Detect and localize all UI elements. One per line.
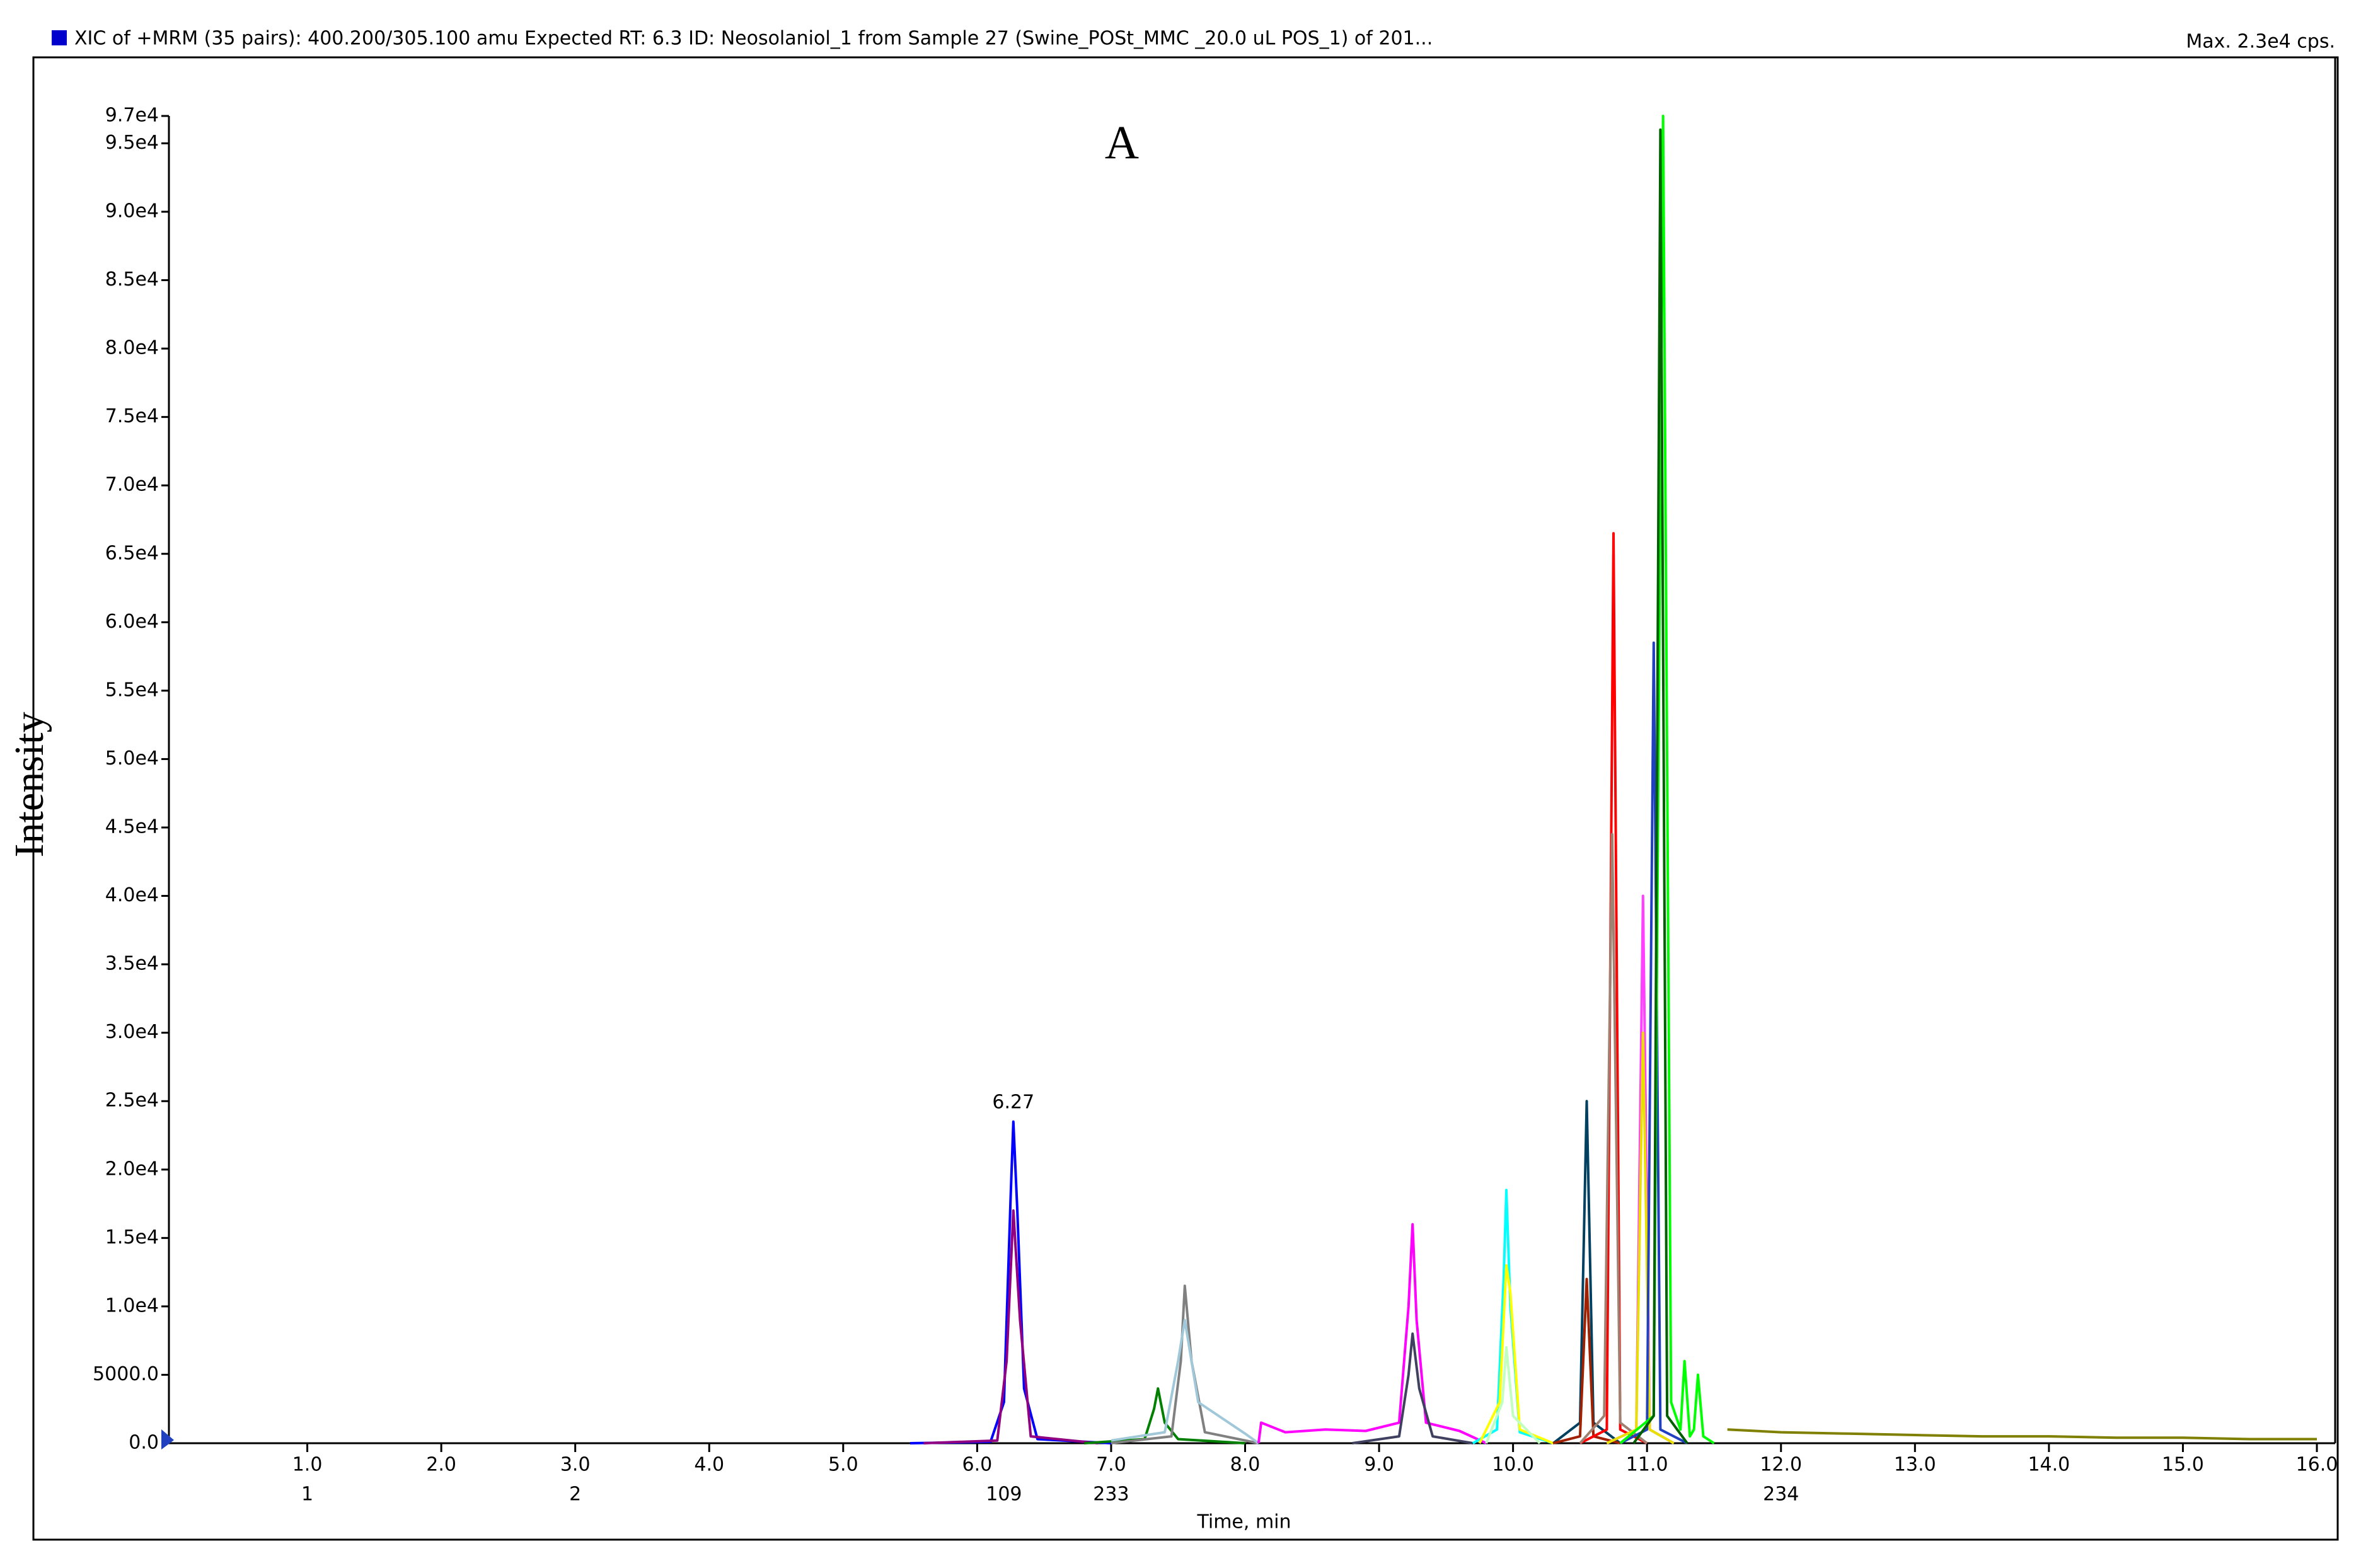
trace — [1619, 115, 1715, 1444]
y-tick-label: 9.5e4 — [105, 132, 159, 154]
scan-tick-label: 109 — [986, 1484, 1022, 1506]
y-axis-label: Intensity — [6, 712, 52, 858]
x-tick-label: 2.0 — [426, 1454, 456, 1476]
y-tick-label: 5000.0 — [93, 1363, 159, 1385]
y-tick-label: 5.5e4 — [105, 679, 159, 701]
axis-marker — [161, 1429, 174, 1450]
trace — [923, 1209, 1098, 1444]
trace — [1352, 1332, 1474, 1444]
y-tick-label: 1.0e4 — [105, 1294, 159, 1317]
y-tick-label: 7.5e4 — [105, 405, 159, 427]
x-tick-label: 12.0 — [1760, 1454, 1802, 1476]
scan-tick-label: 1 — [301, 1484, 313, 1506]
trace — [1552, 1277, 1621, 1444]
trace — [1552, 1100, 1621, 1444]
trace — [910, 1120, 1112, 1444]
y-tick-label: 2.5e4 — [105, 1090, 159, 1112]
y-tick-label: 3.5e4 — [105, 953, 159, 975]
y-tick-label: 9.0e4 — [105, 200, 159, 222]
trace — [1472, 1189, 1554, 1444]
trace — [1478, 1264, 1554, 1444]
scan-tick-label: 2 — [569, 1484, 581, 1506]
x-tick-label: 1.0 — [292, 1454, 323, 1476]
chart-title: XIC of +MRM (35 pairs): 400.200/305.100 … — [74, 28, 1433, 50]
x-tick-label: 5.0 — [828, 1454, 858, 1476]
x-tick-label: 15.0 — [2162, 1454, 2204, 1476]
x-tick-label: 8.0 — [1230, 1454, 1261, 1476]
y-tick-label: 8.0e4 — [105, 337, 159, 359]
y-tick-label: 3.0e4 — [105, 1021, 159, 1043]
x-tick-label: 3.0 — [560, 1454, 591, 1476]
y-tick-label: 4.0e4 — [105, 884, 159, 906]
y-tick-label: 6.5e4 — [105, 542, 159, 564]
panel-label: A — [1105, 117, 1139, 169]
trace — [1619, 641, 1688, 1444]
y-tick-label: 6.0e4 — [105, 611, 159, 633]
trace-icon — [52, 30, 67, 45]
y-tick-label: 7.0e4 — [105, 474, 159, 496]
x-tick-label: 4.0 — [694, 1454, 724, 1476]
x-axis-label: Time, min — [1196, 1511, 1291, 1533]
trace — [1257, 1223, 1487, 1444]
x-tick-label: 16.0 — [2296, 1454, 2338, 1476]
x-tick-label: 13.0 — [1894, 1454, 1936, 1476]
trace — [1727, 1428, 2317, 1441]
trace — [1632, 128, 1688, 1444]
trace — [1111, 1284, 1259, 1444]
trace — [1579, 833, 1648, 1444]
y-tick-label: 5.0e4 — [105, 747, 159, 770]
trace — [1485, 1346, 1541, 1444]
x-tick-label: 6.0 — [962, 1454, 993, 1476]
y-tick-label: 0.0 — [129, 1432, 159, 1454]
x-tick-label: 7.0 — [1096, 1454, 1126, 1476]
y-tick-label: 4.5e4 — [105, 816, 159, 838]
x-tick-label: 10.0 — [1492, 1454, 1534, 1476]
y-tick-label: 2.0e4 — [105, 1158, 159, 1180]
peak-label: 6.27 — [992, 1091, 1034, 1113]
scan-tick-label: 233 — [1093, 1484, 1129, 1506]
y-tick-label: 8.5e4 — [105, 268, 159, 291]
x-tick-label: 11.0 — [1626, 1454, 1668, 1476]
scan-tick-label: 234 — [1763, 1484, 1799, 1506]
y-tick-label: 9.7e4 — [105, 105, 159, 127]
x-tick-label: 9.0 — [1364, 1454, 1394, 1476]
max-label: Max. 2.3e4 cps. — [2186, 31, 2335, 53]
outer-frame — [32, 56, 2339, 1541]
trace — [1606, 1031, 1675, 1444]
y-tick-label: 1.5e4 — [105, 1226, 159, 1248]
x-tick-label: 14.0 — [2028, 1454, 2070, 1476]
trace — [1111, 1318, 1259, 1444]
